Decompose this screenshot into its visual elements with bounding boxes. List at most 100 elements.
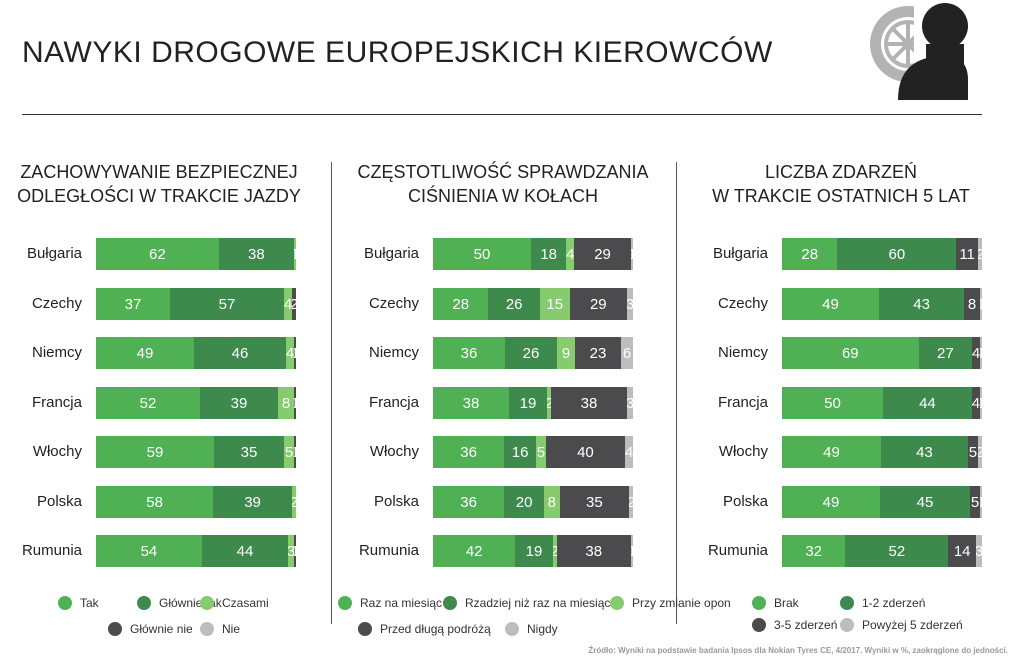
- bar-segment: 39: [200, 387, 278, 419]
- chart-title: ZACHOWYWANIE BEZPIECZNEJ ODLEGŁOŚCI W TRA…: [4, 160, 314, 208]
- bar-segment: 29: [574, 238, 631, 270]
- bar-segment: 1: [631, 238, 633, 270]
- legend-label: Rzadziej niż raz na miesiąc: [465, 596, 611, 610]
- bar-segment: 38: [433, 387, 509, 419]
- bar-segment: 39: [213, 486, 292, 518]
- category-label: Polska: [36, 493, 82, 510]
- bar-segment: 44: [883, 387, 972, 419]
- bar-segment: 4: [286, 337, 294, 369]
- legend-item: Nigdy: [505, 622, 558, 636]
- bar-segment: 32: [782, 535, 846, 567]
- legend-swatch: [108, 622, 122, 636]
- bar-segment: 45: [880, 486, 970, 518]
- bar-segment: 50: [782, 387, 883, 419]
- category-label: Włochy: [718, 443, 768, 460]
- bar-segment: 38: [556, 535, 631, 567]
- bar-segment: 1: [979, 337, 982, 369]
- legend-swatch: [200, 622, 214, 636]
- category-label: Czechy: [717, 295, 768, 312]
- category-label: Czechy: [31, 295, 82, 312]
- bar-segment: 1: [294, 387, 296, 419]
- chart-title-line: ODLEGŁOŚCI W TRAKCIE JAZDY: [17, 186, 301, 206]
- bar-segment: 36: [433, 486, 505, 518]
- legend-item: Przy zmianie opon: [610, 596, 731, 610]
- bar-segment: 2: [629, 486, 633, 518]
- category-label: Francja: [717, 394, 768, 411]
- legend-item: Głównie nie: [108, 622, 193, 636]
- chart-title-line: CZĘSTOTLIWOŚĆ SPRAWDZANIA: [357, 162, 649, 182]
- category-label: Rumunia: [358, 542, 419, 559]
- bar-segment: 1: [979, 288, 982, 320]
- category-label: Polska: [722, 493, 768, 510]
- bar-segment: 58: [96, 486, 214, 518]
- category-label: Bułgaria: [26, 245, 82, 262]
- legend-swatch: [505, 622, 519, 636]
- tyre-driver-graphic: [870, 2, 978, 100]
- bar-segment: 4: [971, 387, 980, 419]
- legend-item: Tak: [58, 596, 99, 610]
- stacked-bar: 36 26 9 23 6: [433, 337, 633, 369]
- stacked-bar: 523981: [96, 387, 296, 419]
- bar-segment: 23: [575, 337, 621, 369]
- legend-label: Czasami: [222, 596, 269, 610]
- category-label: Niemcy: [31, 344, 82, 361]
- stacked-bar: 544431: [96, 535, 296, 567]
- stacked-bar: 38192383: [433, 387, 633, 419]
- bar-segment: 9: [557, 337, 575, 369]
- category-label: Francja: [31, 394, 82, 411]
- bar-segment: 50: [433, 238, 532, 270]
- bar-segment: 1: [980, 486, 982, 518]
- bar-segment: 3: [627, 387, 633, 419]
- chart-title: CZĘSTOTLIWOŚĆ SPRAWDZANIA CIŚNIENIA W KOŁ…: [348, 160, 658, 208]
- bar-segment: 14: [948, 535, 977, 567]
- stacked-bar: 58392: [96, 486, 296, 518]
- bar-segment: 15: [539, 288, 570, 320]
- legend-swatch: [840, 596, 854, 610]
- stacked-bar: 375742: [96, 288, 296, 320]
- legend-item: Raz na miesiąc: [338, 596, 442, 610]
- legend-item: Powyżej 5 zderzeń: [840, 618, 963, 632]
- legend-label: Raz na miesiąc: [360, 596, 443, 610]
- bar-segment: 28: [782, 238, 838, 270]
- bar-segment: 57: [170, 288, 284, 320]
- legend-label: Brak: [774, 596, 799, 610]
- bar-segment: 2: [977, 436, 982, 468]
- bar-segment: 3: [976, 535, 982, 567]
- bar-segment: 8: [278, 387, 294, 419]
- stacked-bar: 32 52 14 3: [782, 535, 982, 567]
- page-title: NAWYKI DROGOWE EUROPEJSKICH KIEROWCÓW: [22, 36, 773, 69]
- bar-segment: 49: [96, 337, 194, 369]
- legend-swatch: [840, 618, 854, 632]
- legend-label: Głównie nie: [130, 622, 193, 636]
- stacked-bar: 494641: [96, 337, 296, 369]
- bar-segment: 46: [194, 337, 286, 369]
- stacked-bar: 36208352: [433, 486, 633, 518]
- stacked-bar: 62381: [96, 238, 296, 270]
- legend-swatch: [752, 596, 766, 610]
- bar-segment: 35: [559, 486, 629, 518]
- chart-title-line: W TRAKCIE OSTATNICH 5 LAT: [712, 186, 970, 206]
- legend-label: Nie: [222, 622, 241, 636]
- bar-segment: 1: [294, 535, 296, 567]
- bar-segment: 8: [543, 486, 560, 518]
- stacked-bar: 50184291: [433, 238, 633, 270]
- legend-label: Nigdy: [527, 622, 558, 636]
- legend-swatch: [610, 596, 624, 610]
- bar-segment: 20: [504, 486, 544, 518]
- category-label: Bułgaria: [712, 245, 768, 262]
- stacked-bar: 692741: [782, 337, 982, 369]
- bar-segment: 26: [488, 288, 540, 320]
- bar-segment: 49: [782, 436, 881, 468]
- legend-label: Przed długą podróżą: [380, 622, 491, 636]
- stacked-bar: 504441: [782, 387, 982, 419]
- legend-label: Tak: [80, 596, 99, 610]
- bar-segment: 27: [918, 337, 973, 369]
- category-label: Czechy: [368, 295, 419, 312]
- category-label: Polska: [373, 493, 419, 510]
- bar-segment: 29: [569, 288, 628, 320]
- legend-item: Czasami: [200, 596, 269, 610]
- bar-segment: 19: [515, 535, 553, 567]
- bar-segment: 4: [625, 436, 633, 468]
- bar-segment: 1: [294, 337, 296, 369]
- bar-segment: 5: [967, 436, 978, 468]
